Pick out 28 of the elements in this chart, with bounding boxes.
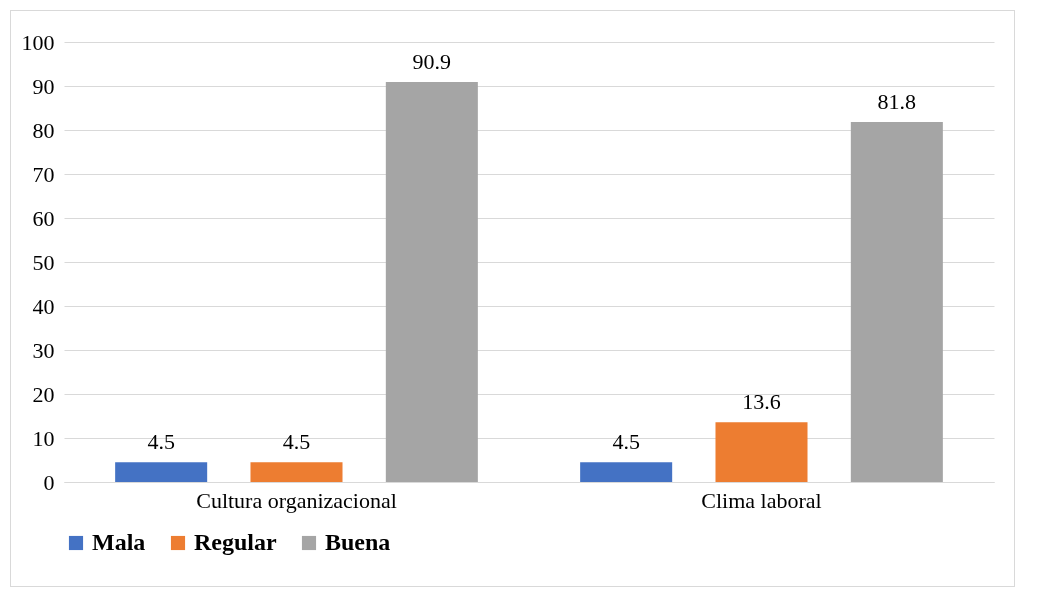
data-label: 13.6 xyxy=(742,389,781,415)
y-tick-label: 20 xyxy=(32,381,55,407)
bar xyxy=(715,422,808,482)
y-tick-label: 60 xyxy=(32,205,55,231)
y-tick-label: 70 xyxy=(32,161,55,187)
bar xyxy=(580,462,673,482)
data-label: 81.8 xyxy=(877,89,917,115)
y-tick-label: 50 xyxy=(32,249,55,275)
y-tick-label: 100 xyxy=(21,29,55,55)
legend-label: Regular xyxy=(194,529,277,555)
data-label: 90.9 xyxy=(412,49,452,75)
data-label: 4.5 xyxy=(612,429,640,455)
bar xyxy=(250,462,343,482)
y-tick-label: 0 xyxy=(43,469,55,495)
y-tick-label: 80 xyxy=(32,117,55,143)
y-tick-label: 30 xyxy=(32,337,55,363)
bar xyxy=(850,122,943,482)
bar xyxy=(385,82,478,482)
y-tick-label: 10 xyxy=(32,425,55,451)
y-tick-label: 90 xyxy=(32,73,55,99)
y-tick-label: 40 xyxy=(32,293,55,319)
data-label: 4.5 xyxy=(282,429,311,455)
data-label: 4.5 xyxy=(147,429,175,455)
bar xyxy=(115,462,208,482)
legend-label: Mala xyxy=(92,529,146,555)
legend-label: Buena xyxy=(325,529,391,555)
x-tick-label: Clima laboral xyxy=(701,487,822,513)
x-tick-label: Cultura organizacional xyxy=(196,487,397,513)
